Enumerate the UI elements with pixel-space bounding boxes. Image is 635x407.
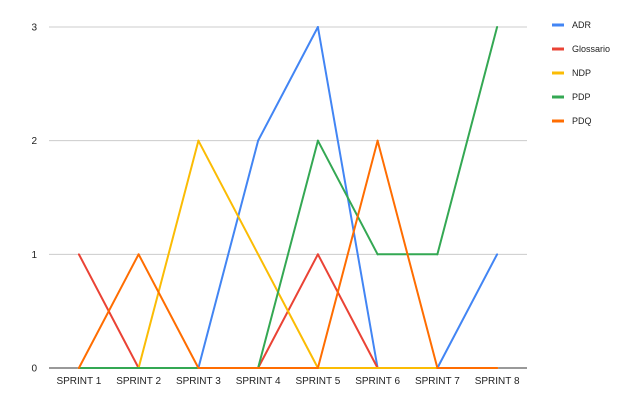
x-axis-ticks: SPRINT 1 SPRINT 2 SPRINT 3 SPRINT 4 SPRINT 5… xyxy=(56,376,520,387)
data-point-ndp xyxy=(376,367,379,369)
data-point-pdq xyxy=(316,367,319,369)
data-point-pdq xyxy=(376,139,379,142)
series-line-pdp xyxy=(78,26,499,369)
data-point-pdp xyxy=(496,26,499,28)
data-point-glossario xyxy=(77,253,80,256)
legend-label: PDQ xyxy=(572,116,592,126)
data-point-pdq xyxy=(77,367,80,369)
x-tick-label: SPRINT 5 xyxy=(295,376,340,387)
data-point-adr xyxy=(316,26,319,28)
y-tick-label: 2 xyxy=(31,136,37,147)
legend-label: Glossario xyxy=(572,44,610,54)
data-point-pdp xyxy=(376,253,379,256)
data-point-glossario xyxy=(316,253,319,256)
series-line-adr xyxy=(78,26,498,369)
data-point-pdq xyxy=(436,367,439,369)
y-axis-ticks: 0 1 2 3 xyxy=(31,23,37,375)
legend-item-pdq: PDQ xyxy=(552,116,592,126)
legend-label: NDP xyxy=(572,68,591,78)
data-point-pdp xyxy=(316,139,319,142)
data-point-pdq xyxy=(257,367,260,369)
series-line-ndp xyxy=(78,139,498,369)
y-tick-label: 3 xyxy=(31,23,37,34)
legend-item-pdp: PDP xyxy=(552,92,591,102)
data-point-pdp xyxy=(436,253,439,256)
data-point-adr xyxy=(496,253,499,256)
legend-item-glossario: Glossario xyxy=(552,44,610,54)
x-tick-label: SPRINT 4 xyxy=(236,376,281,387)
data-point-pdq xyxy=(197,367,200,369)
x-tick-label: SPRINT 3 xyxy=(176,376,221,387)
legend-label: PDP xyxy=(572,92,591,102)
x-tick-label: SPRINT 2 xyxy=(116,376,161,387)
data-point-pdq xyxy=(496,367,499,369)
x-tick-label: SPRINT 1 xyxy=(56,376,101,387)
gridlines xyxy=(49,26,527,255)
y-tick-label: 1 xyxy=(31,250,37,261)
legend-item-adr: ADR xyxy=(552,20,592,30)
x-tick-label: SPRINT 8 xyxy=(475,376,520,387)
data-point-ndp xyxy=(197,139,200,142)
data-point-pdq xyxy=(137,253,140,256)
data-point-pdp xyxy=(137,367,140,369)
y-tick-label: 0 xyxy=(31,364,37,375)
series-line-pdq xyxy=(78,139,498,369)
legend-label: ADR xyxy=(572,20,592,30)
series-lines xyxy=(77,26,499,369)
legend: ADR Glossario NDP PDP PDQ xyxy=(552,20,610,126)
x-tick-label: SPRINT 7 xyxy=(415,376,460,387)
data-point-ndp xyxy=(257,253,260,256)
data-point-adr xyxy=(257,139,260,142)
legend-item-ndp: NDP xyxy=(552,68,591,78)
x-tick-label: SPRINT 6 xyxy=(355,376,400,387)
